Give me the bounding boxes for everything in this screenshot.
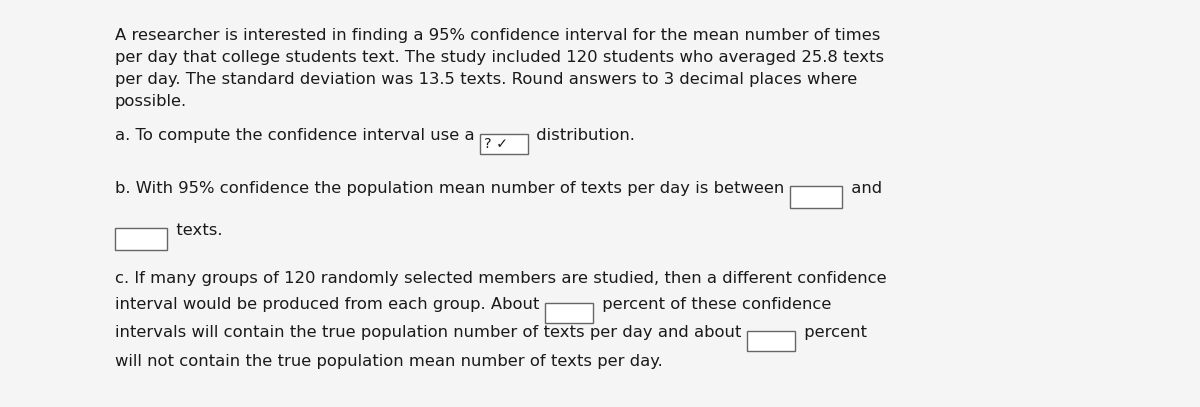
Text: distribution.: distribution. (530, 128, 635, 143)
Bar (746, 331, 794, 351)
Text: A researcher is interested in finding a 95% confidence interval for the mean num: A researcher is interested in finding a … (115, 28, 881, 43)
Bar (115, 228, 167, 250)
Text: per day. The standard deviation was 13.5 texts. Round answers to 3 decimal place: per day. The standard deviation was 13.5… (115, 72, 857, 87)
Bar (790, 186, 841, 208)
Text: will not contain the true population mean number of texts per day.: will not contain the true population mea… (115, 354, 662, 369)
Text: b. With 95% confidence the population mean number of texts per day is between: b. With 95% confidence the population me… (115, 181, 790, 196)
Text: interval would be produced from each group. About: interval would be produced from each gro… (115, 297, 545, 311)
Text: and: and (846, 181, 882, 196)
Text: a. To compute the confidence interval use a: a. To compute the confidence interval us… (115, 128, 480, 143)
Text: ? ✓: ? ✓ (484, 137, 508, 151)
Text: texts.: texts. (172, 223, 222, 238)
Text: per day that college students text. The study included 120 students who averaged: per day that college students text. The … (115, 50, 884, 65)
Text: intervals will contain the true population number of texts per day and about: intervals will contain the true populati… (115, 325, 746, 340)
Text: c. If many groups of 120 randomly selected members are studied, then a different: c. If many groups of 120 randomly select… (115, 271, 887, 286)
Text: percent: percent (799, 325, 866, 340)
Text: percent of these confidence: percent of these confidence (596, 297, 830, 311)
Bar (545, 302, 593, 322)
Bar (480, 134, 528, 154)
Text: possible.: possible. (115, 94, 187, 109)
